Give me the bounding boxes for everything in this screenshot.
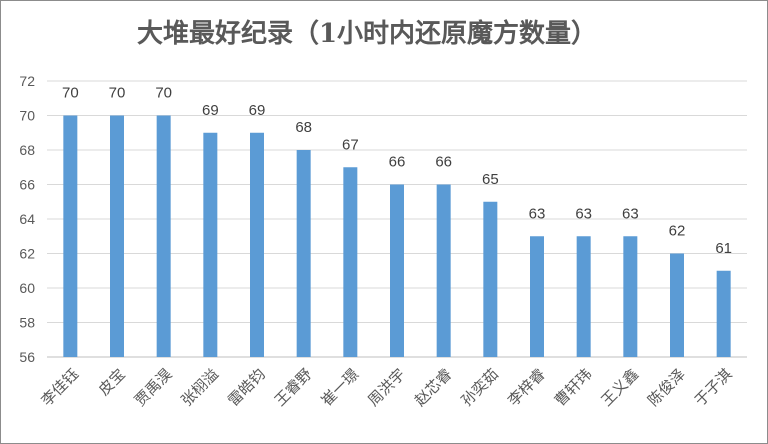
category-label: 曹轩玮: [551, 365, 596, 410]
data-label: 62: [669, 223, 686, 240]
data-labels: 70 70 70 69 69 68 67 66 66 65 63 63 63 62 61: [62, 85, 732, 257]
bar: [530, 236, 544, 357]
y-tick-label: 60: [19, 280, 35, 296]
data-label: 63: [622, 205, 639, 222]
category-label: 王睿野: [271, 365, 316, 410]
y-tick-label: 68: [19, 142, 35, 158]
category-labels: 李佳钰 皮宝 贾禹淏 张栩溢 雷皓钧 王睿野 崔一璟 周洪宇 赵芯睿 孙奕茹 李梓睿 曹轩玮 王义鑫 陈俊…: [38, 365, 736, 410]
bar: [390, 184, 404, 357]
category-label: 崔一璟: [318, 365, 363, 410]
bar: [483, 201, 498, 357]
bar: [156, 115, 171, 357]
bar: [576, 236, 591, 357]
bar: [203, 132, 218, 357]
data-label: 70: [155, 85, 172, 102]
bars: [63, 115, 731, 357]
category-label: 李梓睿: [504, 365, 549, 410]
category-label: 陈俊泽: [644, 365, 689, 410]
category-label: 王义鑫: [598, 365, 643, 410]
data-label: 63: [575, 205, 592, 222]
y-tick-label: 58: [19, 315, 35, 331]
y-axis-ticks: 56 58 60 62 64 66 68 70 72: [19, 73, 35, 365]
category-label: 周洪宇: [364, 365, 409, 410]
data-label: 61: [715, 240, 732, 257]
data-label: 66: [435, 154, 452, 171]
y-tick-label: 66: [19, 177, 35, 193]
data-label: 69: [202, 102, 219, 119]
category-label: 于子淇: [691, 365, 736, 410]
data-label: 67: [342, 136, 359, 153]
bar: [670, 253, 684, 357]
data-label: 66: [389, 154, 406, 171]
category-label: 孙奕茹: [458, 365, 503, 410]
data-label: 70: [109, 85, 126, 102]
bar: [110, 115, 124, 357]
category-label: 雷皓钧: [224, 365, 269, 410]
data-label: 63: [529, 205, 546, 222]
y-tick-label: 62: [19, 246, 35, 262]
data-label: 70: [62, 85, 79, 102]
data-label: 65: [482, 171, 499, 188]
bar: [296, 150, 311, 357]
data-label: 68: [295, 119, 312, 136]
category-label: 李佳钰: [38, 365, 83, 410]
y-tick-label: 56: [19, 349, 35, 365]
y-tick-label: 70: [19, 108, 35, 124]
y-tick-label: 72: [19, 73, 35, 89]
chart-title: 大堆最好纪录（1小时内还原魔方数量）: [137, 18, 597, 49]
bar: [623, 236, 638, 357]
category-label: 皮宝: [95, 365, 129, 399]
data-label: 69: [249, 102, 266, 119]
y-tick-label: 64: [19, 211, 35, 227]
bar: [250, 132, 264, 357]
category-label: 赵芯睿: [411, 365, 456, 410]
bar: [436, 184, 451, 357]
category-label: 张栩溢: [178, 365, 223, 410]
category-label: 贾禹淏: [131, 365, 176, 410]
bar: [343, 167, 358, 357]
bar: [63, 115, 78, 357]
bar: [716, 270, 731, 357]
